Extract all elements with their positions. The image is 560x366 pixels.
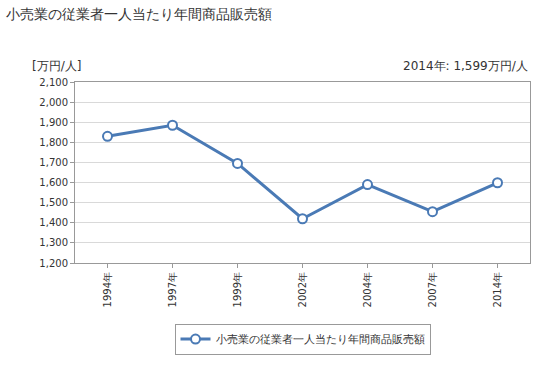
svg-text:1997年: 1997年 — [167, 272, 178, 307]
svg-text:1994年: 1994年 — [102, 272, 113, 307]
svg-text:1,900: 1,900 — [39, 117, 68, 128]
svg-text:[万円/人]: [万円/人] — [32, 59, 81, 73]
svg-text:1,500: 1,500 — [39, 197, 68, 208]
svg-text:2,000: 2,000 — [39, 97, 68, 108]
svg-text:1999年: 1999年 — [232, 272, 243, 307]
svg-text:1,800: 1,800 — [39, 137, 68, 148]
svg-text:2014年: 1,599万円/人: 2014年: 1,599万円/人 — [403, 59, 528, 73]
svg-text:小売業の従業者一人当たり年間商品販売額: 小売業の従業者一人当たり年間商品販売額 — [216, 333, 425, 346]
svg-text:小売業の従業者一人当たり年間商品販売額: 小売業の従業者一人当たり年間商品販売額 — [6, 6, 272, 22]
svg-text:2002年: 2002年 — [297, 272, 308, 307]
svg-text:1,400: 1,400 — [39, 217, 68, 228]
svg-text:2,100: 2,100 — [39, 77, 68, 88]
svg-text:1,300: 1,300 — [39, 237, 68, 248]
svg-text:1,200: 1,200 — [39, 258, 68, 269]
svg-text:1,600: 1,600 — [39, 177, 68, 188]
svg-text:2014年: 2014年 — [492, 272, 503, 307]
svg-text:2004年: 2004年 — [362, 272, 373, 307]
svg-text:2007年: 2007年 — [427, 272, 438, 307]
svg-text:1,700: 1,700 — [39, 157, 68, 168]
